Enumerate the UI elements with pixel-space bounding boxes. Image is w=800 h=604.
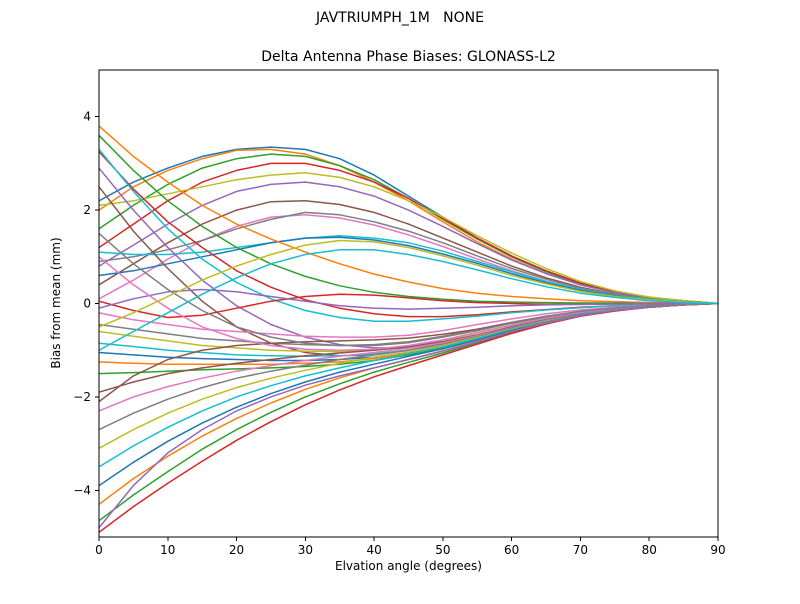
- series-line: [99, 211, 718, 305]
- series-line: [99, 302, 718, 412]
- y-tick-label: 0: [83, 297, 91, 311]
- series-line: [99, 288, 718, 310]
- x-tick-label: 60: [504, 543, 519, 557]
- x-tick-label: 0: [95, 543, 103, 557]
- series-line: [99, 302, 718, 338]
- series-line: [99, 146, 718, 305]
- series-line: [99, 249, 718, 351]
- y-tick-label: −4: [73, 483, 91, 497]
- x-tick-label: 10: [160, 543, 175, 557]
- series-line: [99, 153, 718, 305]
- y-tick-label: −2: [73, 390, 91, 404]
- x-tick-label: 40: [366, 543, 381, 557]
- x-tick-label: 70: [573, 543, 588, 557]
- x-tick-label: 30: [298, 543, 313, 557]
- x-tick-label: 90: [710, 543, 725, 557]
- series-line: [99, 302, 718, 450]
- series-line: [99, 302, 718, 431]
- series-line: [99, 302, 718, 522]
- x-axis-label: Elvation angle (degrees): [335, 559, 482, 573]
- series-line: [99, 171, 718, 305]
- y-axis-label: Bias from mean (mm): [49, 237, 63, 369]
- axes-title: Delta Antenna Phase Biases: GLONASS-L2: [261, 49, 556, 65]
- series-line: [99, 232, 718, 347]
- series-line: [99, 302, 718, 529]
- series-line: [99, 134, 718, 305]
- series-line: [99, 148, 718, 322]
- figure-suptitle: JAVTRIUMPH_1M NONE: [316, 10, 484, 26]
- series-line: [99, 302, 718, 487]
- y-tick-label: 2: [83, 203, 91, 217]
- series-line: [99, 125, 718, 305]
- x-tick-label: 80: [642, 543, 657, 557]
- series-line: [99, 239, 718, 328]
- y-tick-label: 4: [83, 110, 91, 124]
- x-tick-label: 20: [229, 543, 244, 557]
- x-tick-label: 50: [435, 543, 450, 557]
